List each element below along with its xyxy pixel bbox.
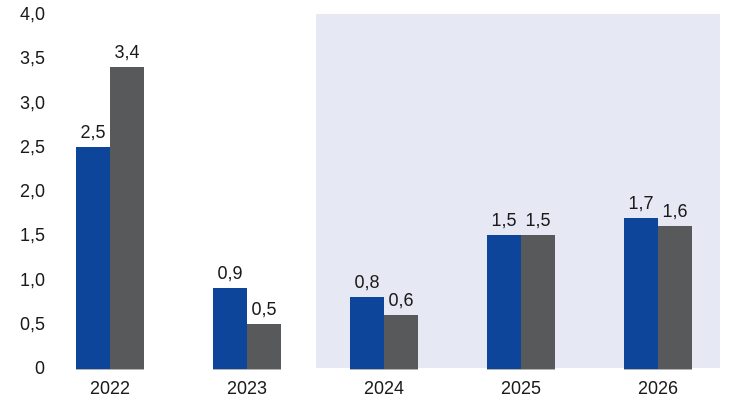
x-tick-label: 2025: [500, 378, 542, 398]
bar-value-label: 0,8: [354, 272, 380, 293]
baseline-segment: [487, 368, 555, 370]
baseline-segment: [76, 368, 144, 370]
bar-2022-series-blue: [76, 146, 110, 369]
x-tick-label: 2024: [363, 378, 405, 398]
y-tick-label: 1,5: [19, 225, 45, 246]
bar-2025-series-blue: [487, 235, 521, 369]
x-tick-label: 2023: [226, 378, 268, 398]
baseline-segment: [624, 368, 692, 370]
bar-2024-series-blue: [350, 297, 384, 369]
bar-2025-series-gray: [521, 235, 555, 369]
x-tick-label: 2026: [637, 378, 679, 398]
x-tick-label: 2022: [89, 378, 131, 398]
bar-2023-series-blue: [213, 288, 247, 369]
y-tick-label: 2,0: [19, 181, 45, 201]
y-tick-label: 2,5: [19, 136, 45, 157]
bar-2022-series-gray: [110, 67, 144, 369]
y-tick-label: 4,0: [19, 4, 45, 24]
baseline-segment: [213, 368, 281, 370]
bar-value-label: 0,9: [217, 263, 243, 284]
y-tick-label: 1,0: [19, 269, 45, 290]
y-tick-label: 3,0: [19, 92, 45, 113]
y-tick-label: 0,5: [19, 313, 45, 334]
bar-2026-series-gray: [658, 226, 692, 369]
bar-value-label: 0,5: [251, 298, 277, 319]
bar-2023-series-gray: [247, 323, 281, 369]
bar-2024-series-gray: [384, 314, 418, 369]
y-tick-label: 3,5: [19, 48, 45, 69]
bar-value-label: 3,4: [114, 42, 140, 63]
bar-value-label: 1,5: [525, 210, 551, 231]
y-tick-label: 0: [34, 358, 45, 378]
bar-value-label: 1,7: [628, 192, 654, 213]
bar-value-label: 2,5: [80, 121, 106, 142]
bar-value-label: 0,6: [388, 289, 414, 310]
bar-value-label: 1,5: [491, 210, 517, 231]
bar-value-label: 1,6: [662, 201, 688, 222]
bar-2026-series-blue: [624, 217, 658, 369]
baseline-segment: [350, 368, 418, 370]
